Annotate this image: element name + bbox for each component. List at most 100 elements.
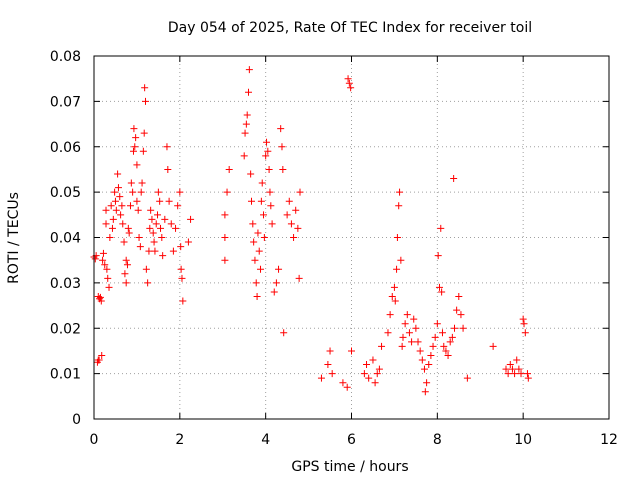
data-point	[446, 338, 454, 346]
data-point	[506, 361, 514, 369]
y-tick-label: 0.01	[50, 367, 81, 383]
data-point	[451, 324, 458, 332]
data-point	[129, 147, 137, 155]
grid-lines	[94, 56, 609, 419]
data-point	[438, 288, 446, 296]
data-point	[101, 261, 109, 269]
data-point	[391, 297, 399, 305]
data-point	[386, 311, 394, 319]
data-point	[524, 374, 532, 382]
data-point	[132, 134, 140, 142]
data-point	[125, 229, 133, 237]
data-point	[149, 229, 157, 237]
data-point	[438, 329, 446, 337]
data-point	[405, 329, 413, 337]
data-point	[148, 215, 156, 223]
data-point	[122, 256, 130, 264]
data-point	[343, 383, 351, 391]
data-point	[119, 220, 127, 228]
data-point	[403, 311, 411, 319]
y-tick-label: 0.08	[50, 49, 81, 65]
y-tick-label: 0.04	[50, 231, 81, 247]
data-point	[408, 338, 416, 346]
data-point	[138, 179, 146, 187]
data-point	[129, 188, 137, 196]
y-tick-label: 0.02	[50, 321, 81, 337]
data-point	[371, 379, 379, 387]
data-point	[177, 243, 185, 251]
data-point	[249, 220, 257, 228]
data-point	[142, 265, 150, 273]
data-point	[257, 197, 265, 205]
data-point	[145, 247, 153, 255]
data-point	[264, 147, 272, 155]
y-tick-label: 0	[72, 412, 81, 428]
data-point	[267, 202, 275, 210]
data-point	[272, 279, 280, 287]
data-point	[378, 342, 386, 350]
data-point	[513, 356, 521, 364]
data-point	[131, 143, 139, 151]
data-point	[265, 165, 273, 173]
data-point	[280, 329, 288, 337]
data-point	[418, 356, 426, 364]
data-point	[360, 370, 368, 378]
data-point	[295, 274, 303, 282]
data-point	[425, 361, 433, 369]
data-point	[118, 202, 126, 210]
data-point	[390, 283, 398, 291]
data-point	[111, 188, 119, 196]
data-point	[429, 342, 437, 350]
data-point	[241, 129, 249, 137]
data-point	[161, 215, 169, 223]
data-point	[144, 279, 152, 287]
data-point	[290, 234, 298, 241]
y-tick-label: 0.05	[50, 185, 81, 201]
data-point	[423, 379, 431, 387]
data-point	[139, 147, 147, 155]
data-point	[108, 224, 116, 232]
x-tick-label: 10	[514, 432, 532, 448]
data-point	[221, 211, 229, 219]
data-point	[104, 274, 112, 282]
data-point	[123, 261, 131, 269]
data-point	[278, 143, 286, 151]
x-tick-label: 6	[347, 432, 356, 448]
data-point	[107, 202, 115, 210]
axis-ticks	[93, 55, 610, 420]
data-point	[221, 256, 229, 264]
data-point	[243, 111, 251, 119]
data-point	[463, 374, 471, 382]
y-tick-label: 0.07	[50, 94, 81, 110]
data-point	[114, 170, 122, 178]
data-point	[292, 206, 300, 214]
data-point	[221, 234, 229, 241]
data-point	[369, 356, 377, 364]
data-point	[328, 370, 336, 378]
data-point	[502, 365, 510, 373]
data-point	[296, 188, 304, 196]
x-axis-label: GPS time / hours	[291, 459, 408, 475]
data-point	[519, 315, 527, 323]
data-point	[177, 265, 185, 273]
data-point	[326, 347, 334, 355]
data-point	[384, 329, 392, 337]
data-point	[421, 388, 429, 396]
data-point	[401, 320, 409, 328]
data-point	[167, 220, 175, 228]
data-point	[285, 197, 293, 205]
data-point	[130, 125, 138, 133]
data-point	[174, 202, 182, 210]
data-point	[184, 238, 192, 246]
data-point	[248, 197, 256, 205]
data-point	[225, 165, 233, 173]
data-point	[348, 347, 355, 355]
data-point	[95, 356, 103, 364]
data-point	[147, 206, 155, 214]
data-point	[133, 197, 141, 205]
data-point	[437, 224, 445, 232]
data-point	[414, 338, 422, 346]
data-point	[154, 211, 162, 219]
data-point	[187, 215, 195, 223]
